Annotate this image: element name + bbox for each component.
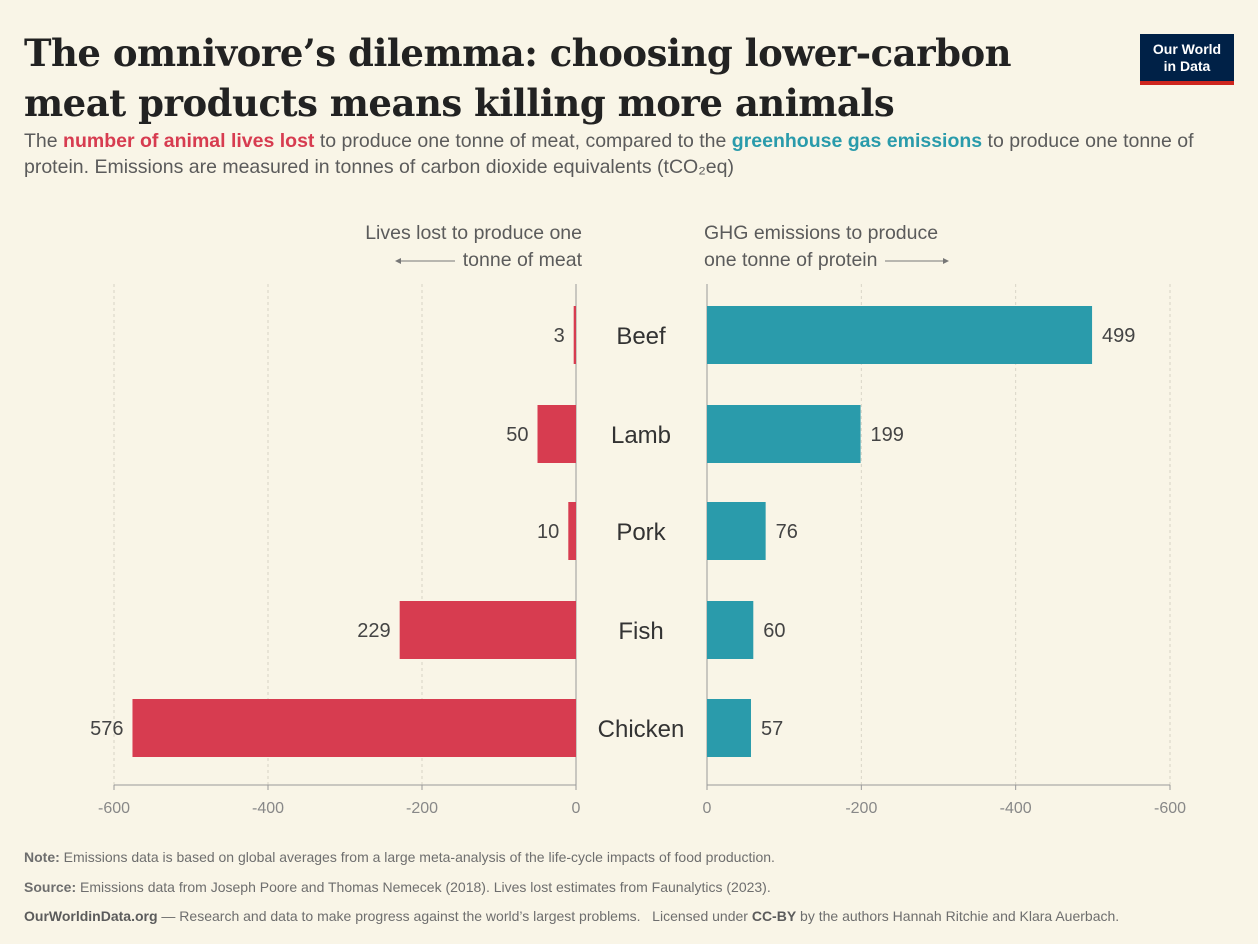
subtitle-text-1: The: [24, 130, 64, 152]
data-label-lives-lost: 50: [506, 424, 528, 446]
tick-label-right: -200: [845, 800, 877, 817]
left-axis-heading: Lives lost to produce one tonne of meat: [300, 220, 582, 274]
arrow-left-icon: [395, 257, 456, 264]
tick-label-right: 0: [703, 800, 712, 817]
site-link[interactable]: OurWorldinData.org: [24, 908, 158, 924]
data-label-ghg-emissions: 57: [761, 718, 783, 740]
note-text: Emissions data is based on global averag…: [59, 849, 775, 865]
subtitle-highlight-lives: number of animal lives lost: [63, 130, 315, 152]
site-text: — Research and data to make progress aga…: [157, 908, 752, 924]
chart-subtitle: The number of animal lives lost to produ…: [24, 128, 1234, 180]
source-text: Emissions data from Joseph Poore and Tho…: [76, 879, 771, 895]
left-axis-heading-line-1: Lives lost to produce one: [365, 222, 582, 244]
data-label-lives-lost: 229: [357, 620, 390, 642]
subtitle-text-3: to produce one tonne of protein. Emissio…: [24, 130, 1194, 178]
bar-lives-lost: [537, 405, 576, 463]
note-label: Note:: [24, 849, 60, 865]
tick-label-left: 0: [572, 800, 581, 817]
tick-label-right: -400: [1000, 800, 1032, 817]
bar-ghg-emissions: [707, 306, 1093, 364]
right-axis-heading: GHG emissions to produce one tonne of pr…: [704, 220, 1024, 274]
category-label: Lamb: [611, 422, 671, 449]
tick-label-left: -400: [252, 800, 284, 817]
tick-label-left: -200: [406, 800, 438, 817]
subtitle-highlight-emissions: greenhouse gas emissions: [731, 130, 983, 152]
license-text: by the authors Hannah Ritchie and Klara …: [796, 908, 1120, 924]
logo-line-2: in Data: [1163, 58, 1211, 74]
license-link[interactable]: CC-BY: [751, 908, 797, 924]
bar-ghg-emissions: [707, 502, 766, 560]
category-label: Chicken: [598, 716, 685, 743]
data-label-ghg-emissions: 60: [763, 620, 785, 642]
data-label-ghg-emissions: 499: [1102, 325, 1135, 347]
right-axis-heading-line-2: one tonne of protein: [704, 249, 878, 271]
tick-label-left: -600: [98, 800, 130, 817]
data-label-lives-lost: 3: [554, 325, 565, 347]
bar-ghg-emissions: [707, 405, 861, 463]
bar-lives-lost: [399, 601, 576, 659]
category-label: Beef: [616, 323, 666, 350]
footer-credits: OurWorldinData.org — Research and data t…: [24, 907, 1119, 925]
logo-line-1: Our World: [1152, 41, 1222, 57]
bar-lives-lost: [568, 502, 576, 560]
source-label: Source:: [24, 879, 77, 895]
bar-lives-lost: [573, 306, 576, 364]
footer-source: Source: Emissions data from Joseph Poore…: [24, 878, 771, 896]
data-label-lives-lost: 576: [90, 718, 123, 740]
bar-lives-lost: [132, 699, 577, 757]
owid-logo[interactable]: Our World in Data: [1140, 34, 1234, 85]
bar-ghg-emissions: [707, 699, 751, 757]
data-label-ghg-emissions: 76: [776, 521, 798, 543]
bar-ghg-emissions: [707, 601, 754, 659]
tick-label-right: -600: [1154, 800, 1186, 817]
arrow-right-icon: [884, 257, 949, 264]
right-axis-heading-line-1: GHG emissions to produce: [704, 222, 939, 244]
left-axis-heading-line-2: tonne of meat: [462, 249, 582, 271]
subtitle-text-2: to produce one tonne of meat, compared t…: [314, 130, 732, 152]
chart-title: The omnivore’s dilemma: choosing lower-c…: [24, 31, 1012, 125]
footer-note: Note: Emissions data is based on global …: [24, 848, 775, 866]
data-label-ghg-emissions: 199: [871, 424, 904, 446]
category-label: Pork: [616, 519, 666, 546]
data-label-lives-lost: 10: [537, 521, 559, 543]
category-label: Fish: [618, 618, 663, 645]
